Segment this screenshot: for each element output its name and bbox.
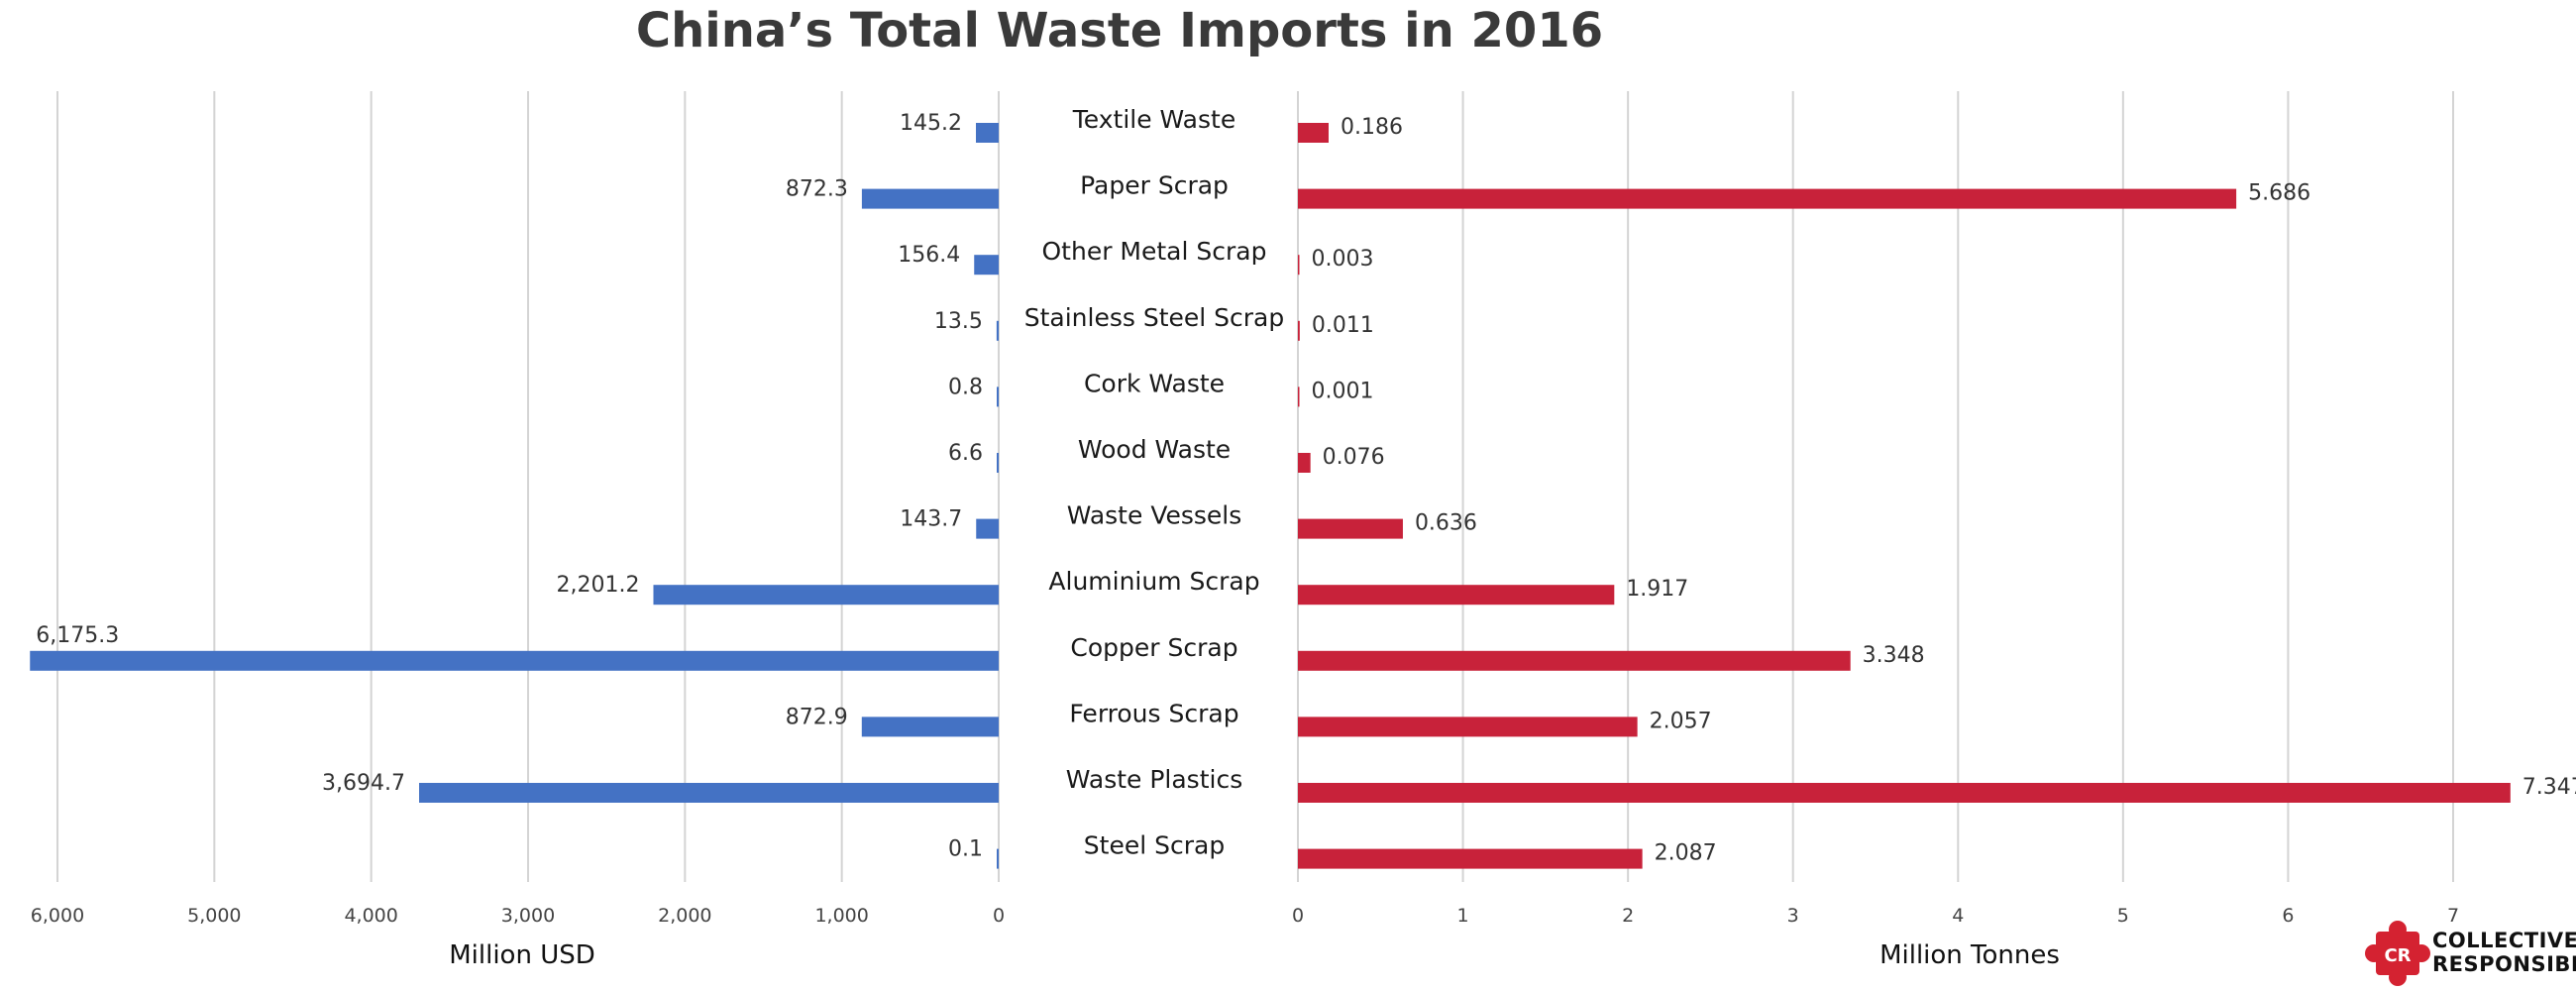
usd-value-label: 13.5 xyxy=(934,309,983,334)
tonnes-bar xyxy=(1298,386,1300,407)
tonnes-tick-labels: 0 1 2 3 4 5 6 7 xyxy=(1292,905,2459,927)
tonnes-tick-label: 3 xyxy=(1787,905,1799,927)
usd-bars: 145.2 872.3 156.4 13.5 0.8 6.6 143.7 2,201.2 6,1… xyxy=(30,111,1000,869)
category-label: Other Metal Scrap xyxy=(1042,237,1267,266)
category-label: Cork Waste xyxy=(1084,369,1225,397)
category-label: Ferrous Scrap xyxy=(1069,699,1238,727)
usd-bar xyxy=(976,518,999,539)
tonnes-tick-label: 1 xyxy=(1457,905,1469,927)
usd-value-label: 872.3 xyxy=(786,177,848,202)
tonnes-bars: 0.186 5.686 0.003 0.011 0.001 0.076 0.636 1.917… xyxy=(1298,115,2576,869)
tonnes-axis-title: Million Tonnes xyxy=(1879,940,2060,970)
usd-tick-labels: 6,000 5,000 4,000 3,000 2,000 1,000 0 xyxy=(31,905,1005,927)
usd-value-label: 6.6 xyxy=(948,441,983,466)
tonnes-value-label: 0.011 xyxy=(1312,313,1374,338)
tonnes-tick-label: 6 xyxy=(2282,905,2294,927)
category-label: Textile Waste xyxy=(1072,105,1235,134)
usd-bar xyxy=(976,123,999,143)
usd-bar xyxy=(861,716,999,737)
usd-tick-label: 5,000 xyxy=(187,905,241,927)
tonnes-value-label: 3.348 xyxy=(1863,643,1925,668)
tonnes-bar xyxy=(1298,123,1329,143)
tonnes-bar xyxy=(1298,783,2511,803)
tonnes-bar xyxy=(1298,848,1643,869)
chart-title: China’s Total Waste Imports in 2016 xyxy=(636,3,1603,58)
usd-bar xyxy=(653,585,999,606)
tonnes-value-label: 7.347 xyxy=(2522,775,2576,800)
usd-bar xyxy=(30,650,1000,671)
usd-value-label: 145.2 xyxy=(900,111,962,136)
collective-responsibility-logo: CR COLLECTIVE RESPONSIBILITY xyxy=(2365,921,2576,986)
category-label: Waste Vessels xyxy=(1067,501,1242,530)
usd-value-label: 2,201.2 xyxy=(556,573,639,598)
usd-axis-title: Million USD xyxy=(449,940,595,970)
usd-value-label: 156.4 xyxy=(898,243,960,268)
usd-value-label: 0.1 xyxy=(948,837,983,862)
tonnes-value-label: 1.917 xyxy=(1626,577,1688,602)
usd-tick-label: 6,000 xyxy=(31,905,84,927)
usd-tick-label: 0 xyxy=(993,905,1005,927)
category-label: Stainless Steel Scrap xyxy=(1024,303,1285,332)
tonnes-bar xyxy=(1298,188,2237,209)
category-labels: Textile Waste Paper Scrap Other Metal Scra… xyxy=(1024,105,1285,860)
usd-bar xyxy=(861,188,999,209)
usd-tick-label: 3,000 xyxy=(501,905,555,927)
usd-tick-label: 1,000 xyxy=(814,905,868,927)
logo-mark: CR xyxy=(2384,945,2411,966)
left-gridlines xyxy=(56,91,1000,882)
usd-value-label: 143.7 xyxy=(900,507,962,532)
usd-bar xyxy=(419,783,999,803)
usd-bar xyxy=(997,848,999,869)
tonnes-value-label: 2.087 xyxy=(1655,841,1717,866)
tonnes-tick-label: 0 xyxy=(1292,905,1304,927)
tonnes-tick-label: 2 xyxy=(1622,905,1634,927)
usd-bar xyxy=(997,386,999,407)
right-gridlines xyxy=(1297,91,2454,882)
usd-bar xyxy=(974,255,999,275)
tonnes-bar xyxy=(1298,518,1403,539)
tonnes-value-label: 0.076 xyxy=(1323,445,1385,470)
category-label: Copper Scrap xyxy=(1070,633,1237,662)
tonnes-bar xyxy=(1298,320,1300,341)
category-label: Aluminium Scrap xyxy=(1048,567,1259,596)
tonnes-tick-label: 7 xyxy=(2447,905,2459,927)
usd-value-label: 0.8 xyxy=(948,375,983,399)
tonnes-bar xyxy=(1298,255,1300,275)
tonnes-bar xyxy=(1298,716,1638,737)
tonnes-value-label: 0.636 xyxy=(1415,511,1477,536)
tonnes-tick-label: 4 xyxy=(1952,905,1964,927)
tonnes-value-label: 0.001 xyxy=(1312,379,1374,403)
usd-value-label: 872.9 xyxy=(786,705,848,729)
tonnes-bar xyxy=(1298,585,1615,606)
usd-bar xyxy=(996,320,999,341)
tonnes-value-label: 2.057 xyxy=(1650,709,1712,733)
tonnes-tick-label: 5 xyxy=(2117,905,2129,927)
puzzle-piece-icon: CR xyxy=(2365,921,2430,986)
logo-line1: COLLECTIVE xyxy=(2432,929,2576,952)
category-label: Waste Plastics xyxy=(1066,765,1242,794)
category-label: Wood Waste xyxy=(1078,435,1231,464)
tonnes-value-label: 0.186 xyxy=(1341,115,1403,140)
category-label: Paper Scrap xyxy=(1080,171,1229,200)
logo-line2: RESPONSIBILITY xyxy=(2432,952,2576,976)
usd-tick-label: 4,000 xyxy=(344,905,397,927)
tonnes-value-label: 0.003 xyxy=(1312,247,1374,272)
tonnes-value-label: 5.686 xyxy=(2248,181,2310,206)
usd-value-label: 3,694.7 xyxy=(322,771,405,796)
usd-value-label: 6,175.3 xyxy=(36,623,119,648)
tonnes-bar xyxy=(1298,453,1311,473)
usd-bar xyxy=(997,453,999,473)
category-label: Steel Scrap xyxy=(1084,831,1225,860)
tonnes-bar xyxy=(1298,650,1851,671)
usd-tick-label: 2,000 xyxy=(658,905,711,927)
